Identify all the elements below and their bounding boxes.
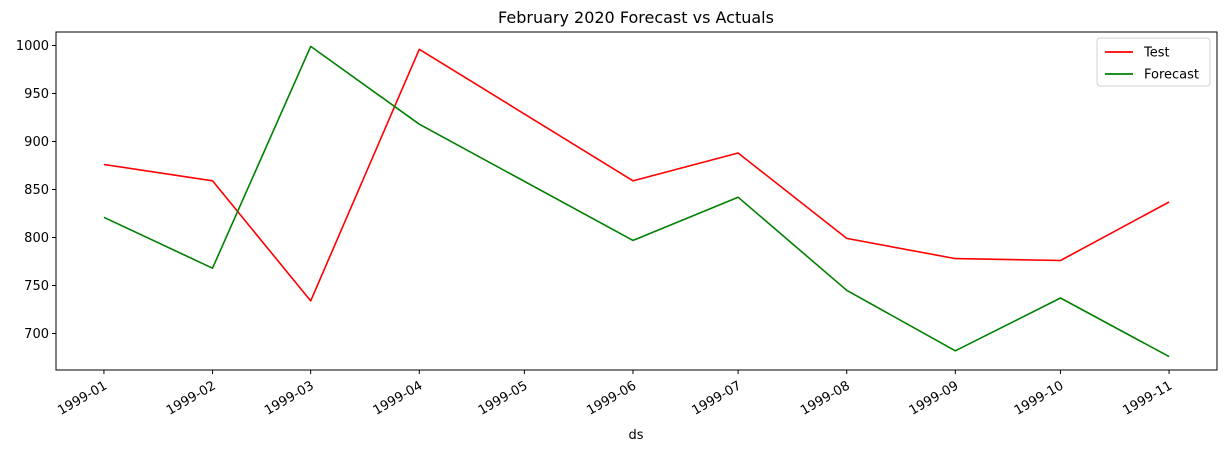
y-tick-label: 950 (24, 87, 49, 102)
series-line-forecast (103, 45, 1170, 358)
y-tick-label: 750 (24, 279, 49, 294)
x-tick-label: 1999-01 (55, 378, 110, 418)
y-tick-label: 700 (24, 327, 49, 342)
x-tick-label: 1999-04 (371, 378, 426, 418)
x-tick-label: 1999-03 (262, 378, 317, 418)
x-tick-label: 1999-07 (690, 378, 745, 418)
legend-label-test: Test (1143, 46, 1170, 61)
x-tick-label: 1999-09 (907, 378, 962, 418)
plot-lines (103, 45, 1170, 358)
x-axis-label: ds (628, 428, 643, 443)
chart-title: February 2020 Forecast vs Actuals (498, 8, 774, 27)
legend: Test Forecast (1096, 37, 1211, 87)
legend-label-forecast: Forecast (1144, 68, 1199, 83)
x-tick-label: 1999-08 (798, 378, 853, 418)
x-tick-label: 1999-10 (1012, 378, 1067, 418)
y-tick-label: 1000 (16, 39, 49, 54)
x-tick-label: 1999-06 (584, 378, 639, 418)
series-line-test (103, 48, 1170, 302)
plot-frame (55, 31, 1218, 371)
y-tick-label: 800 (24, 231, 49, 246)
y-tick-label: 850 (24, 183, 49, 198)
x-tick-label: 1999-11 (1121, 378, 1176, 418)
y-tick-label: 900 (24, 135, 49, 150)
x-tick-label: 1999-05 (476, 378, 531, 418)
x-tick-label: 1999-02 (164, 378, 219, 418)
x-axis: 1999-01 1999-02 1999-03 1999-04 1999-05 1999-… (55, 370, 1175, 419)
y-axis: 700 750 800 850 900 950 1000 (16, 39, 56, 342)
